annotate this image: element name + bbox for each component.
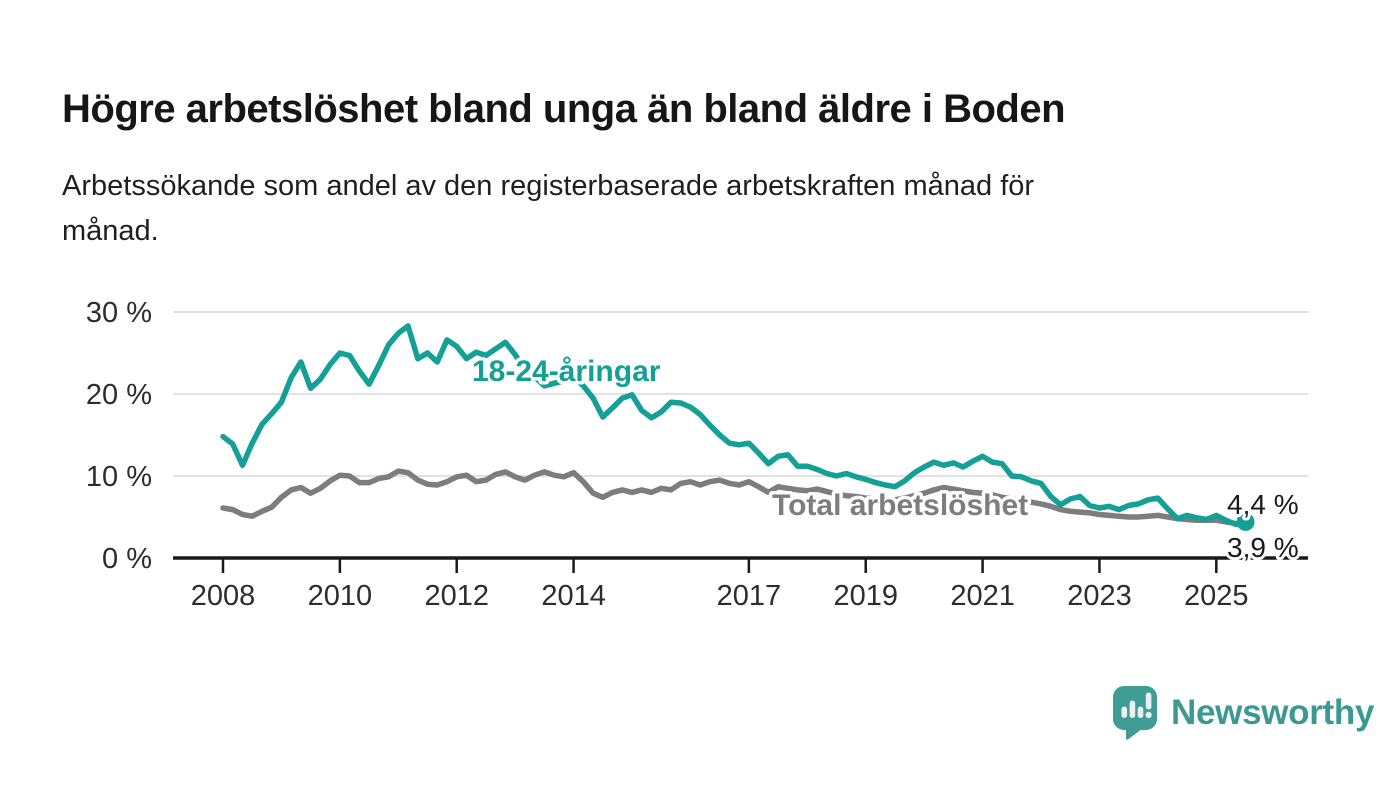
x-tick-label-2010: 2010 — [308, 580, 373, 612]
chart-subtitle: Arbetssökande som andel av den registerb… — [62, 164, 1282, 254]
x-tick-label-2023: 2023 — [1067, 580, 1132, 612]
y-tick-label-20: 20 % — [86, 379, 152, 411]
y-tick-label-10: 10 % — [86, 461, 152, 493]
series-line-total — [220, 468, 1249, 529]
x-tick-label-2017: 2017 — [717, 580, 782, 612]
end-value-label-young-18-24: 4,4 % — [1227, 489, 1299, 520]
newsworthy-logo-text: Newsworthy — [1171, 692, 1375, 732]
x-tick-label-2008: 2008 — [191, 580, 256, 612]
x-tick-label-2019: 2019 — [833, 580, 898, 612]
series-label-young-18-24: 18-24-åringar — [472, 355, 661, 388]
end-value-label-total: 3,9 % — [1227, 532, 1299, 563]
y-tick-label-30: 30 % — [86, 297, 152, 329]
y-tick-label-0: 0 % — [102, 543, 152, 575]
x-tick-label-2012: 2012 — [424, 580, 489, 612]
chart-subtitle-line-2: månad. — [62, 215, 159, 247]
series-label-total: Total arbetslöshet — [772, 489, 1028, 522]
series-end-dot — [1236, 512, 1255, 531]
x-tick-label-2014: 2014 — [541, 580, 606, 612]
chart-subtitle-line-1: Arbetssökande som andel av den registerb… — [62, 170, 1035, 202]
logo-bar-chart-glyph — [1121, 692, 1152, 719]
chart-title: Högre arbetslöshet bland unga än bland ä… — [62, 86, 1066, 131]
x-tick-label-2025: 2025 — [1184, 580, 1249, 612]
logo-bubble-tail — [1126, 727, 1142, 740]
newsworthy-logo: Newsworthy — [1111, 684, 1374, 741]
newsworthy-speech-bubble-chart-icon — [1113, 686, 1157, 740]
x-tick-label-2021: 2021 — [950, 580, 1015, 612]
series-line-young-18-24 — [220, 323, 1249, 528]
